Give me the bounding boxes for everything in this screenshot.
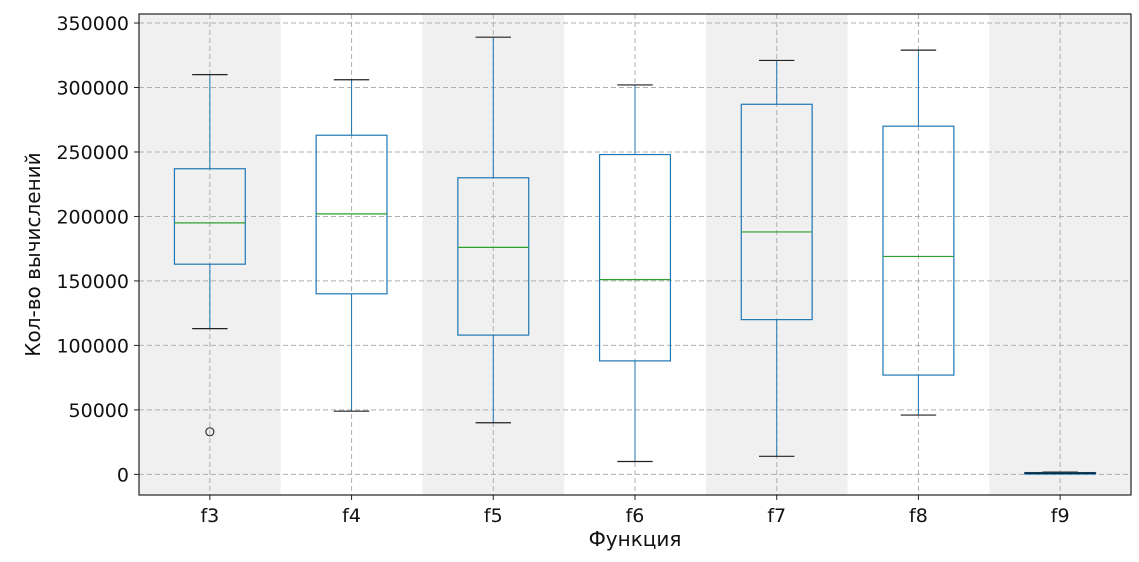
box-f4 — [315, 79, 388, 412]
x-tick-label-f4: f4 — [342, 505, 361, 527]
x-axis-label: Функция — [589, 527, 682, 551]
box-body-f6 — [598, 153, 672, 362]
y-axis-label: Кол-во вычислений — [21, 152, 45, 356]
box-f7 — [740, 59, 813, 457]
x-tick-label-f9: f9 — [1051, 505, 1070, 527]
box-f3 — [173, 74, 246, 437]
box-body-f7 — [740, 103, 813, 321]
y-tick-label-2: 100000 — [56, 335, 129, 357]
x-axis: f3 f4 f5 f6 f7 f8 f9 — [200, 495, 1070, 527]
x-tick-label-f3: f3 — [200, 505, 219, 527]
outlier-f3-0 — [205, 427, 215, 437]
box-body-f4 — [315, 134, 388, 295]
box-f8 — [882, 49, 955, 416]
box-series — [173, 36, 1097, 475]
y-tick-label-1: 50000 — [69, 400, 129, 422]
y-tick-label-4: 200000 — [56, 206, 129, 228]
box-body-f8 — [882, 125, 955, 376]
x-tick-label-f6: f6 — [626, 505, 645, 527]
y-tick-label-7: 350000 — [56, 13, 129, 35]
box-body-f3 — [173, 168, 246, 265]
box-f5 — [457, 36, 530, 424]
y-tick-label-6: 300000 — [56, 78, 129, 100]
y-tick-label-5: 250000 — [56, 142, 129, 164]
x-tick-label-f8: f8 — [909, 505, 928, 527]
box-f9 — [1024, 471, 1097, 475]
box-f6 — [598, 84, 672, 463]
x-tick-label-f5: f5 — [484, 505, 503, 527]
x-tick-label-f7: f7 — [767, 505, 786, 527]
y-tick-label-0: 0 — [117, 464, 129, 486]
box-body-f5 — [457, 177, 530, 336]
y-tick-label-3: 150000 — [56, 271, 129, 293]
y-axis: 0 50000 100000 150000 200000 250000 300000 3500… — [56, 13, 139, 486]
